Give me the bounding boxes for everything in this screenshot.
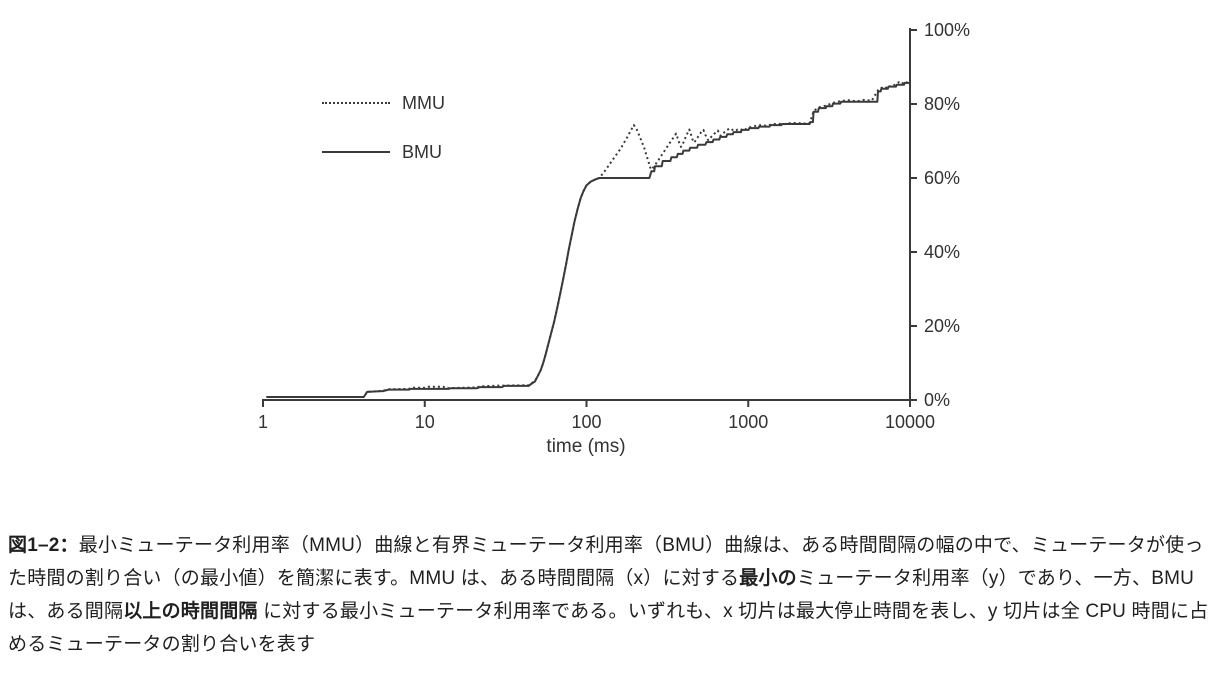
x-axis-label: time (ms)	[546, 436, 625, 457]
x-tick-label: 100	[571, 412, 601, 432]
axes-group	[262, 28, 911, 401]
legend-item-bmu: BMU	[322, 137, 445, 167]
legend-label-mmu: MMU	[402, 92, 445, 113]
series-group	[266, 80, 911, 398]
caption-text: に対する最小ミューテータ利用率である。いずれも、x 切片は最大停止時間を表し、y…	[8, 600, 1209, 655]
x-tick-label: 10000	[885, 412, 935, 432]
y-tick-label: 20%	[924, 316, 960, 336]
bmu-solid-line-swatch	[322, 151, 390, 153]
figure-caption: 図1–2：最小ミューテータ利用率（MMU）曲線と有界ミューテータ利用率（BMU）…	[8, 530, 1222, 661]
caption-bold-text: 図1–2：	[8, 535, 79, 556]
x-tick-label: 1	[258, 412, 268, 432]
chart-legend: MMU BMU	[322, 88, 445, 186]
x-tick-label: 10	[415, 412, 435, 432]
y-tick-label: 100%	[924, 20, 970, 40]
x-tick-label: 1000	[728, 412, 768, 432]
series-bmu-line	[266, 81, 910, 398]
caption-bold-text: 最小の	[739, 567, 797, 589]
legend-item-mmu: MMU	[322, 88, 445, 118]
caption-bold-text: 以上の時間間隔	[123, 600, 258, 622]
y-tick-label: 60%	[924, 168, 960, 188]
mmu-bmu-chart: 1 10 100 1000 10000 0% 20% 40% 60% 80% 100% time (…	[258, 20, 970, 457]
y-tick-label: 80%	[924, 94, 960, 114]
y-tick-label: 40%	[924, 242, 960, 262]
caption-text: 最小ミューテータ利用率（MMU）曲線と有界ミューテータ利用率（BMU）曲線は、あ…	[8, 535, 1204, 589]
legend-label-bmu: BMU	[402, 141, 442, 162]
mmu-dotted-line-swatch	[322, 102, 390, 104]
y-tick-label: 0%	[924, 390, 950, 410]
caption-text: ミューテータ利用率（y）であり、一方、BMU は、ある間隔	[8, 567, 1195, 622]
